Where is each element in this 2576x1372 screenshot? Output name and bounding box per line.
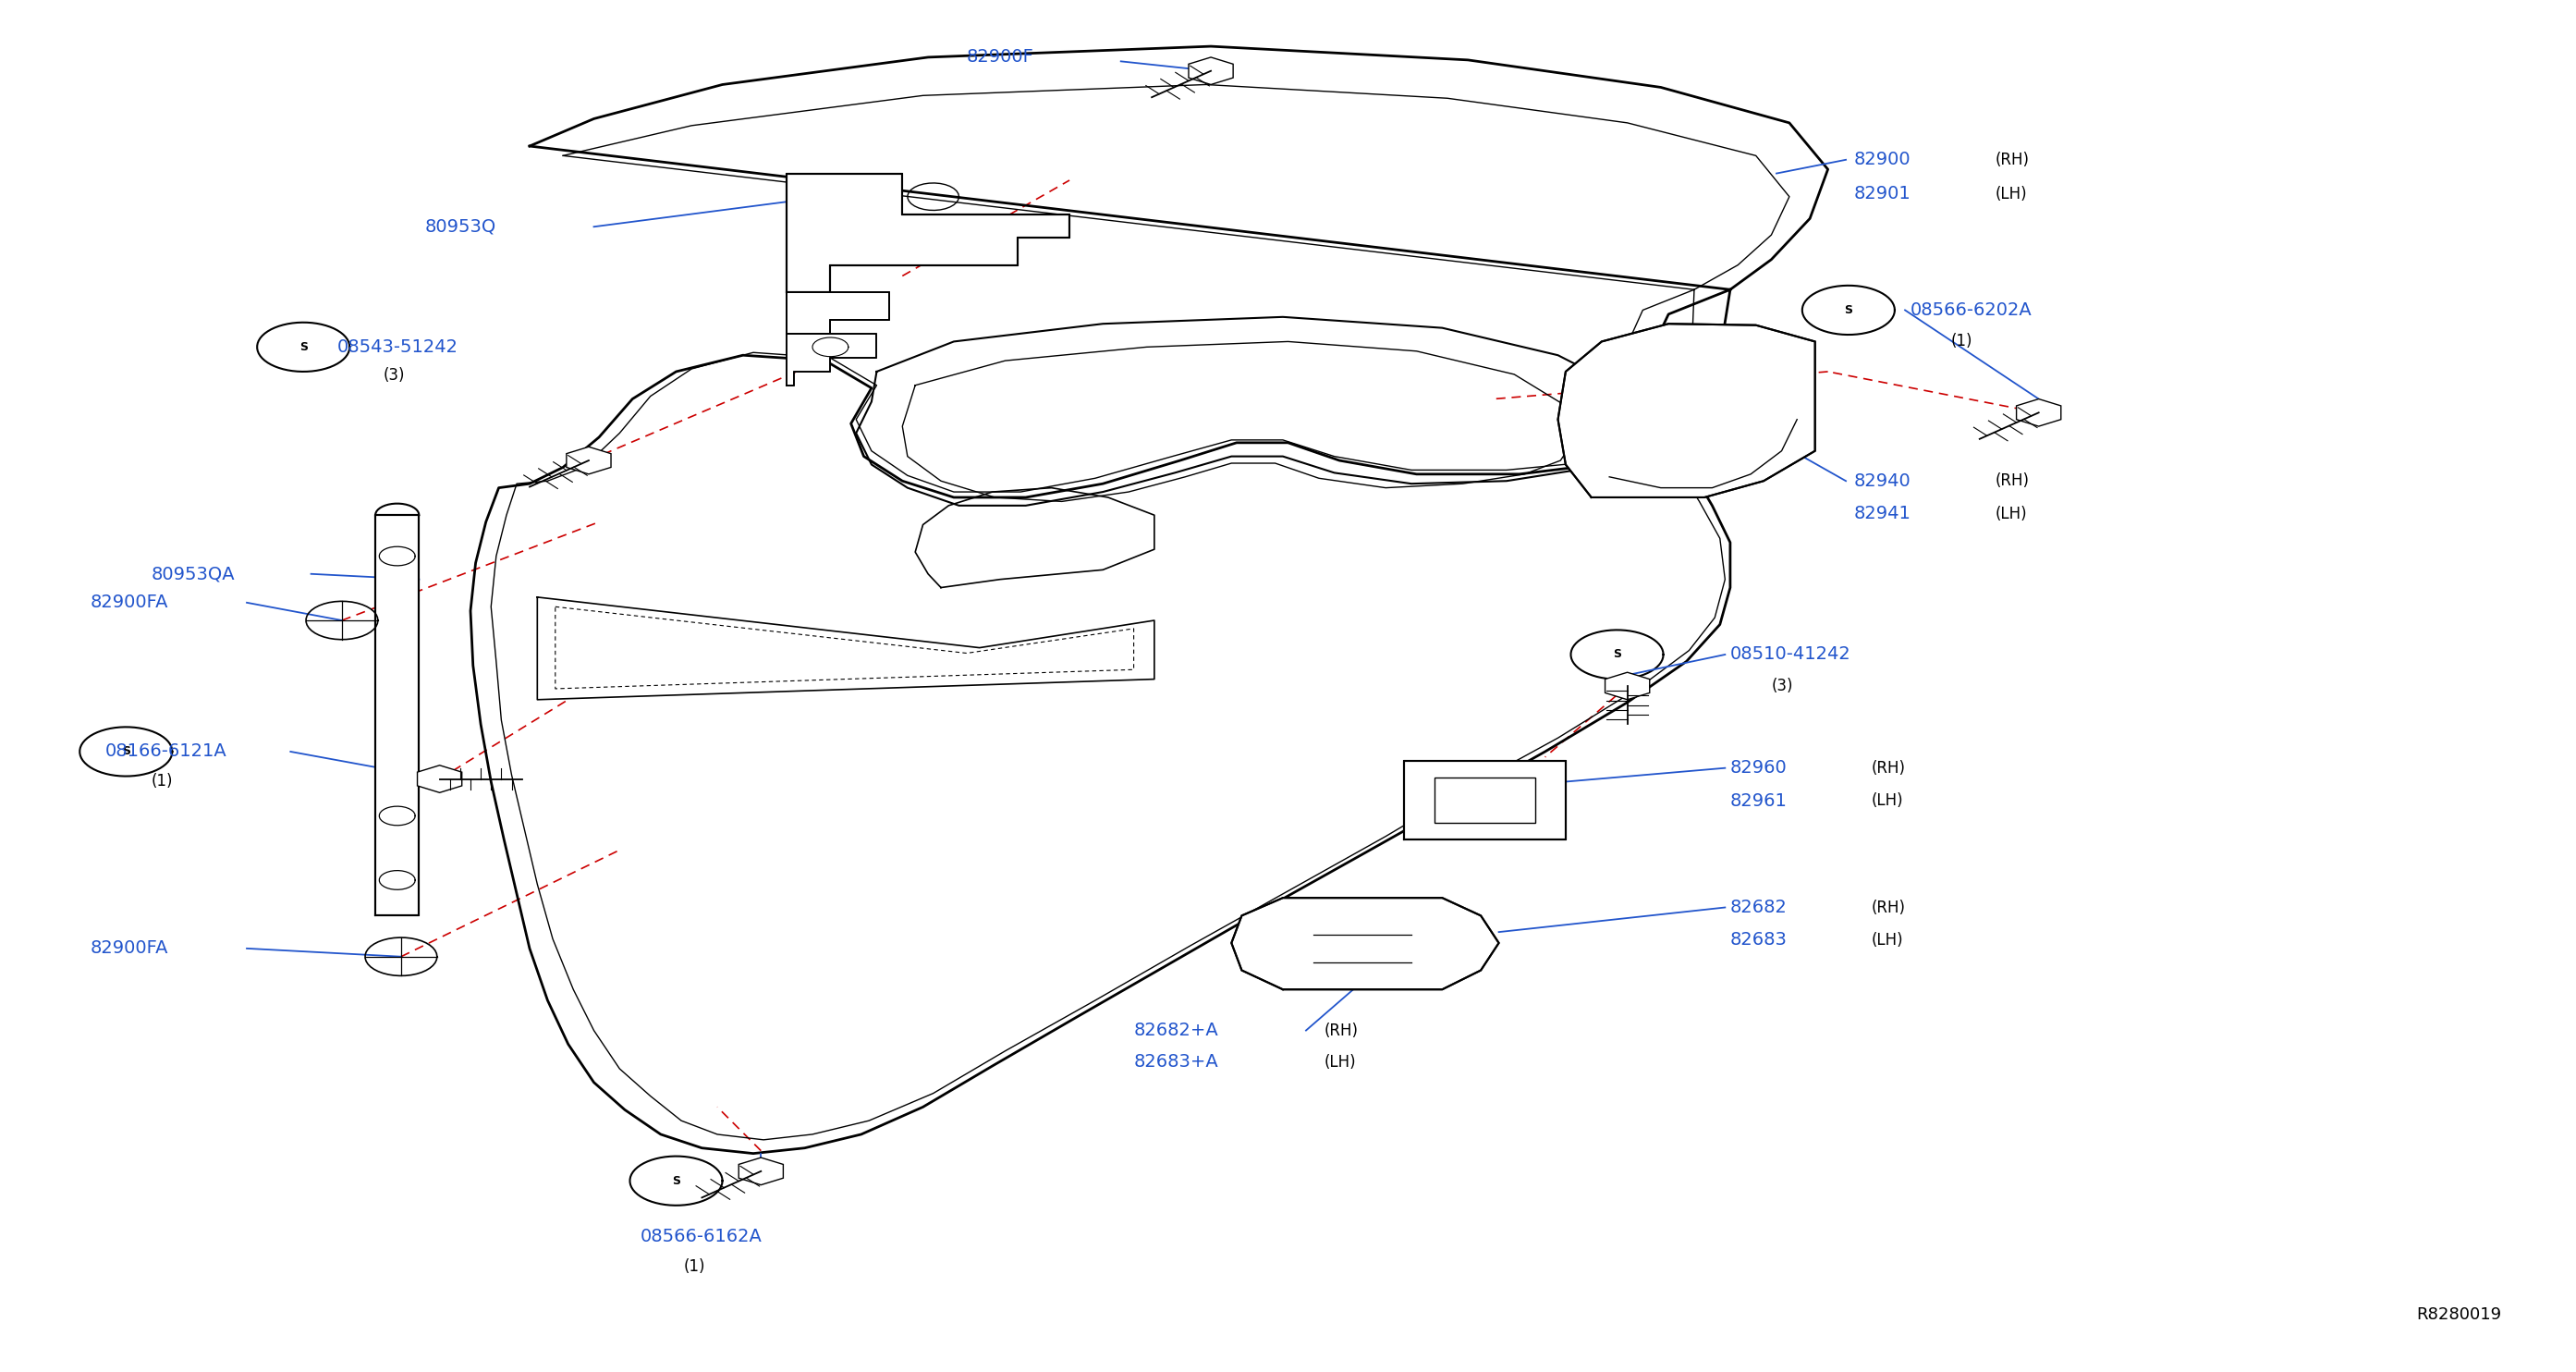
Text: S: S — [1613, 649, 1620, 660]
Text: 82682: 82682 — [1731, 899, 1788, 916]
Polygon shape — [786, 173, 1069, 292]
Polygon shape — [1558, 324, 1816, 498]
Text: 82900: 82900 — [1855, 151, 1911, 169]
Text: S: S — [299, 342, 307, 353]
Text: 82961: 82961 — [1731, 792, 1788, 809]
Text: 82682+A: 82682+A — [1133, 1022, 1218, 1039]
Polygon shape — [1188, 58, 1234, 85]
Text: S: S — [121, 745, 131, 757]
Text: 08566-6202A: 08566-6202A — [1911, 302, 2032, 318]
Text: 82960: 82960 — [1731, 759, 1788, 777]
Polygon shape — [739, 1158, 783, 1185]
Polygon shape — [1605, 672, 1649, 700]
Text: 08543-51242: 08543-51242 — [337, 339, 459, 355]
Polygon shape — [1231, 897, 1499, 989]
Text: (LH): (LH) — [1873, 932, 1904, 948]
Text: (1): (1) — [152, 774, 173, 790]
Polygon shape — [417, 766, 461, 793]
Polygon shape — [786, 333, 876, 386]
Text: (RH): (RH) — [1873, 760, 1906, 777]
Text: 08566-6162A: 08566-6162A — [641, 1228, 762, 1246]
Text: (LH): (LH) — [1994, 505, 2027, 523]
Text: (3): (3) — [1772, 678, 1793, 694]
Text: 80953QA: 80953QA — [152, 565, 234, 583]
Polygon shape — [2017, 399, 2061, 427]
Text: (1): (1) — [683, 1258, 706, 1275]
Text: 82683+A: 82683+A — [1133, 1054, 1218, 1070]
Text: (LH): (LH) — [1324, 1054, 1355, 1070]
Text: 08166-6121A: 08166-6121A — [106, 742, 227, 760]
Text: 82900FA: 82900FA — [90, 940, 167, 958]
Text: R8280019: R8280019 — [2416, 1306, 2501, 1323]
Text: 08510-41242: 08510-41242 — [1731, 646, 1852, 663]
Text: (RH): (RH) — [1873, 899, 1906, 915]
Text: 82900FA: 82900FA — [90, 594, 167, 612]
Text: (1): (1) — [1950, 333, 1973, 350]
Text: S: S — [672, 1174, 680, 1187]
Text: 80953Q: 80953Q — [425, 218, 497, 236]
Text: (3): (3) — [384, 368, 404, 384]
Text: 82941: 82941 — [1855, 505, 1911, 523]
Text: (RH): (RH) — [1994, 472, 2030, 490]
Polygon shape — [1404, 761, 1566, 840]
Text: (LH): (LH) — [1994, 185, 2027, 202]
Polygon shape — [376, 514, 420, 915]
Text: S: S — [1844, 305, 1852, 316]
Text: 82940: 82940 — [1855, 472, 1911, 490]
Text: 82900F: 82900F — [966, 48, 1033, 66]
Text: (RH): (RH) — [1324, 1022, 1358, 1039]
Text: (RH): (RH) — [1994, 151, 2030, 169]
Text: 82901: 82901 — [1855, 185, 1911, 203]
Text: 82683: 82683 — [1731, 932, 1788, 949]
Polygon shape — [567, 447, 611, 475]
Text: (LH): (LH) — [1873, 793, 1904, 809]
Polygon shape — [786, 292, 889, 333]
